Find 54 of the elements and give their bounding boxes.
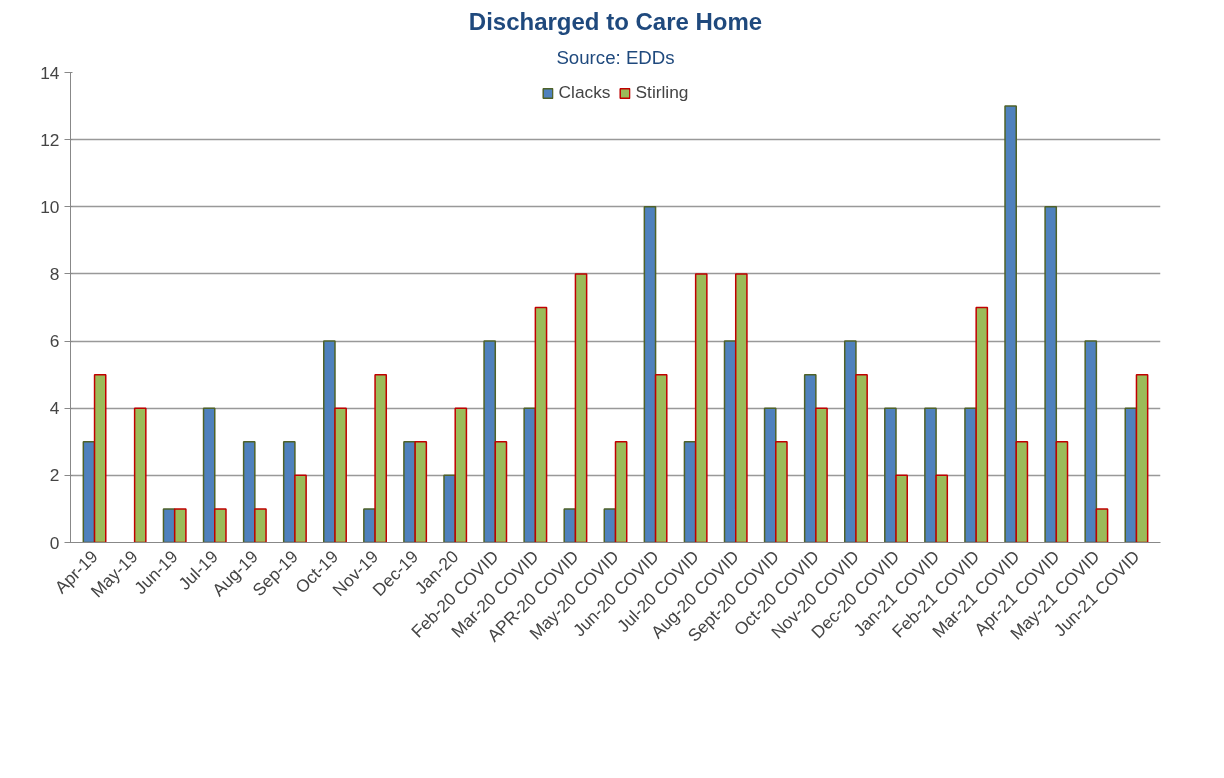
bar bbox=[254, 508, 267, 543]
y-tick-label: 0 bbox=[49, 532, 60, 553]
bar bbox=[924, 407, 937, 543]
bar bbox=[202, 407, 216, 543]
bar bbox=[523, 407, 537, 543]
legend-label: Stirling bbox=[635, 82, 689, 103]
chart-subtitle: Source: EDDs bbox=[556, 46, 675, 68]
bar bbox=[855, 373, 868, 543]
bar bbox=[1084, 340, 1098, 543]
bar bbox=[483, 340, 497, 543]
bar bbox=[935, 474, 949, 543]
bar bbox=[1044, 206, 1058, 543]
y-tick-label: 12 bbox=[40, 129, 60, 150]
bar bbox=[1055, 441, 1069, 543]
bar bbox=[242, 441, 256, 543]
bar bbox=[1135, 373, 1149, 543]
bar bbox=[323, 340, 336, 543]
y-tick-label: 8 bbox=[49, 263, 60, 284]
bar bbox=[574, 273, 588, 543]
bar bbox=[884, 407, 897, 543]
bar bbox=[563, 508, 577, 543]
bar bbox=[214, 508, 227, 543]
bar bbox=[414, 441, 428, 543]
bar bbox=[643, 206, 657, 543]
bar bbox=[1004, 105, 1017, 543]
bar bbox=[282, 441, 296, 543]
bar bbox=[374, 373, 388, 543]
bar bbox=[334, 407, 347, 543]
bar bbox=[815, 407, 828, 543]
y-tick-label: 2 bbox=[49, 465, 60, 486]
bar bbox=[494, 441, 508, 543]
bar bbox=[775, 441, 788, 543]
bar bbox=[454, 407, 468, 543]
bar bbox=[614, 441, 628, 543]
bar bbox=[654, 373, 668, 543]
bar bbox=[1015, 441, 1029, 543]
bar bbox=[173, 508, 187, 543]
bar bbox=[294, 474, 307, 543]
chart-title: Discharged to Care Home bbox=[468, 7, 763, 35]
y-tick-label: 10 bbox=[40, 196, 60, 217]
bar bbox=[694, 273, 708, 543]
bar bbox=[1095, 508, 1109, 543]
bar bbox=[763, 407, 777, 543]
bar bbox=[1124, 407, 1138, 543]
bar bbox=[133, 407, 147, 543]
bar bbox=[975, 306, 989, 543]
bar bbox=[93, 373, 107, 543]
bar bbox=[534, 306, 548, 543]
y-tick-label: 14 bbox=[40, 62, 60, 83]
y-tick-label: 4 bbox=[49, 398, 60, 419]
bar bbox=[895, 474, 908, 543]
bar bbox=[734, 273, 748, 543]
legend-label: Clacks bbox=[558, 82, 611, 103]
y-tick-label: 6 bbox=[49, 331, 60, 352]
